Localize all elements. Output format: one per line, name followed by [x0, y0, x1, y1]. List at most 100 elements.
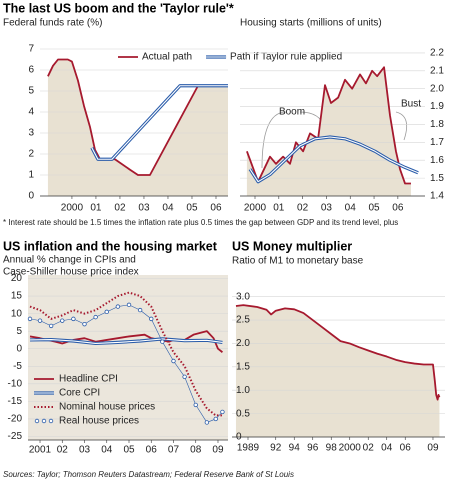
- x-tick-label: 2001: [29, 445, 52, 456]
- y-tick-label: 0.5: [236, 408, 250, 419]
- area: [47, 59, 228, 196]
- point: [71, 316, 76, 322]
- y-tick-label: 6: [28, 65, 34, 76]
- point: [37, 318, 43, 323]
- x-tick-label: 07: [168, 445, 180, 456]
- legend-label: Actual path: [142, 52, 192, 63]
- line-core: [91, 85, 228, 160]
- y-tick-label: 10: [11, 308, 23, 319]
- line-core: [29, 338, 223, 345]
- chart-subtitle: Housing starts (millions of units): [240, 18, 382, 29]
- y-tick-label: 1.4: [430, 191, 444, 202]
- bust-brace: [395, 111, 408, 141]
- annotation: Bust: [401, 99, 421, 110]
- y-tick-label: -25: [8, 431, 23, 442]
- y-tick-label: 0: [28, 191, 34, 202]
- legend-label: Nominal house prices: [59, 402, 155, 413]
- y-tick-label: 2.0: [430, 83, 444, 94]
- y-tick-label: 15: [11, 291, 23, 302]
- area: [235, 305, 440, 437]
- y-tick-label: 1.0: [236, 385, 250, 396]
- point: [171, 358, 176, 364]
- x-tick-label: 92: [270, 443, 282, 454]
- legend-label: Headline CPI: [59, 374, 118, 385]
- x-tick-label: 2000: [61, 203, 84, 214]
- area: [246, 67, 411, 196]
- y-tick-label: 2.2: [430, 48, 444, 59]
- legend-label: Core CPI: [59, 388, 100, 399]
- y-tick-label: 1.6: [430, 155, 444, 166]
- x-tick-label: 06: [400, 443, 412, 454]
- x-tick-label: 02: [363, 443, 375, 454]
- y-tick-label: 1.5: [430, 173, 444, 184]
- y-tick-label: 1.9: [430, 101, 444, 112]
- x-tick-label: 05: [186, 203, 198, 214]
- y-tick-label: -5: [13, 361, 22, 372]
- x-tick-label: 06: [146, 445, 158, 456]
- legend-swatch: [41, 418, 47, 424]
- point: [137, 307, 143, 313]
- point: [60, 318, 65, 323]
- x-tick-label: 04: [162, 203, 174, 214]
- point: [48, 323, 54, 329]
- y-tick-label: -10: [8, 378, 23, 389]
- x-tick-label: 03: [79, 445, 91, 456]
- y-tick-label: 3.0: [236, 291, 250, 302]
- source: Sources: Taylor; Thomson Reuters Datastr…: [3, 470, 294, 479]
- x-tick-label: 08: [190, 445, 202, 456]
- point: [126, 302, 132, 308]
- x-tick-label: 05: [368, 203, 380, 214]
- plot-background: [28, 275, 228, 440]
- y-tick-label: -15: [8, 396, 23, 407]
- line: [47, 58, 228, 176]
- x-tick-label: 01: [273, 203, 285, 214]
- y-tick-label: 1.8: [430, 119, 444, 130]
- y-tick-label: 3: [28, 128, 34, 139]
- x-tick-label: 02: [114, 203, 126, 214]
- point: [82, 321, 87, 327]
- x-tick-label: 05: [123, 445, 135, 456]
- chart-subtitle: Annual % change in CPIs and: [3, 255, 136, 266]
- point: [27, 316, 33, 322]
- chart-subtitle: Ratio of M1 to monetary base: [232, 256, 364, 267]
- legend-label: Path if Taylor rule applied: [230, 52, 342, 63]
- x-tick-label: 06: [210, 203, 222, 214]
- x-tick-label: 03: [321, 203, 333, 214]
- x-tick-label: 02: [297, 203, 309, 214]
- x-tick-label: 96: [307, 443, 319, 454]
- point: [149, 316, 154, 322]
- legend-swatch: [34, 418, 40, 424]
- point: [115, 304, 121, 309]
- line: [29, 291, 223, 417]
- x-tick-label: 94: [289, 443, 301, 454]
- x-tick-label: 2000: [244, 203, 267, 214]
- y-tick-label: 5: [16, 326, 22, 337]
- y-tick-label: 4: [28, 107, 34, 118]
- y-tick-label: 1: [28, 170, 34, 181]
- point: [213, 416, 218, 422]
- y-tick-label: 2.1: [430, 65, 444, 76]
- legend-swatch: [48, 418, 54, 424]
- x-tick-label: 09: [212, 445, 224, 456]
- y-tick-label: 2.5: [236, 315, 250, 326]
- y-tick-label: 1.7: [430, 137, 444, 148]
- point: [93, 314, 98, 320]
- x-tick-label: 2000: [339, 443, 362, 454]
- y-tick-label: 20: [11, 273, 23, 284]
- chart-title: US inflation and the housing market: [3, 239, 218, 253]
- x-tick-label: 1989: [237, 443, 260, 454]
- y-tick-label: -20: [8, 414, 23, 425]
- y-tick-label: 0: [16, 343, 22, 354]
- y-tick-label: 2.0: [236, 338, 250, 349]
- x-tick-label: 03: [138, 203, 150, 214]
- line: [235, 304, 441, 401]
- x-tick-label: 98: [326, 443, 338, 454]
- x-tick-label: 06: [392, 203, 404, 214]
- point: [193, 402, 198, 408]
- line-core: [249, 136, 419, 183]
- x-tick-label: 04: [381, 443, 393, 454]
- point: [104, 309, 109, 315]
- x-tick-label: 09: [427, 443, 439, 454]
- y-tick-label: 2: [28, 149, 34, 160]
